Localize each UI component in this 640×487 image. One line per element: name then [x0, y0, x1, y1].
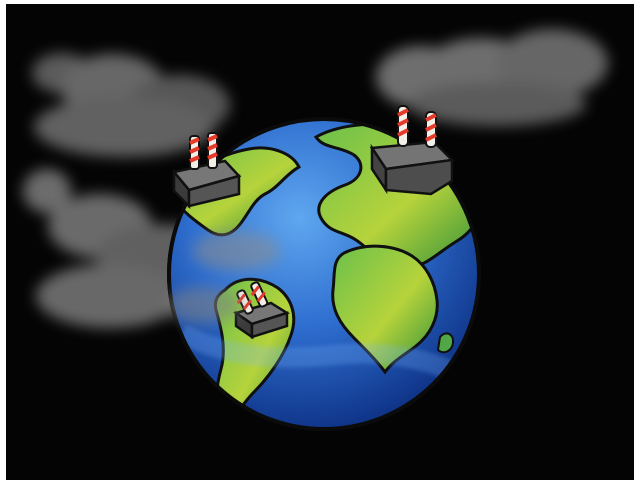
factory-north-america [171, 132, 242, 210]
smoke-cloud-top-left [32, 53, 230, 157]
smoke-plume-near-globe [166, 231, 280, 323]
earth-pollution-illustration [23, 29, 608, 431]
smoke-cloud-top-right [376, 29, 608, 126]
factory-europe [369, 105, 455, 196]
factory-chimney [236, 281, 269, 315]
earth-globe [167, 117, 481, 431]
factory-chimney [189, 132, 218, 170]
illustration-scene [6, 4, 634, 480]
southern-island-landmass [436, 332, 455, 354]
ocean-highlight [177, 325, 476, 389]
factory-south-america [233, 281, 290, 340]
factory-chimney [397, 105, 437, 148]
